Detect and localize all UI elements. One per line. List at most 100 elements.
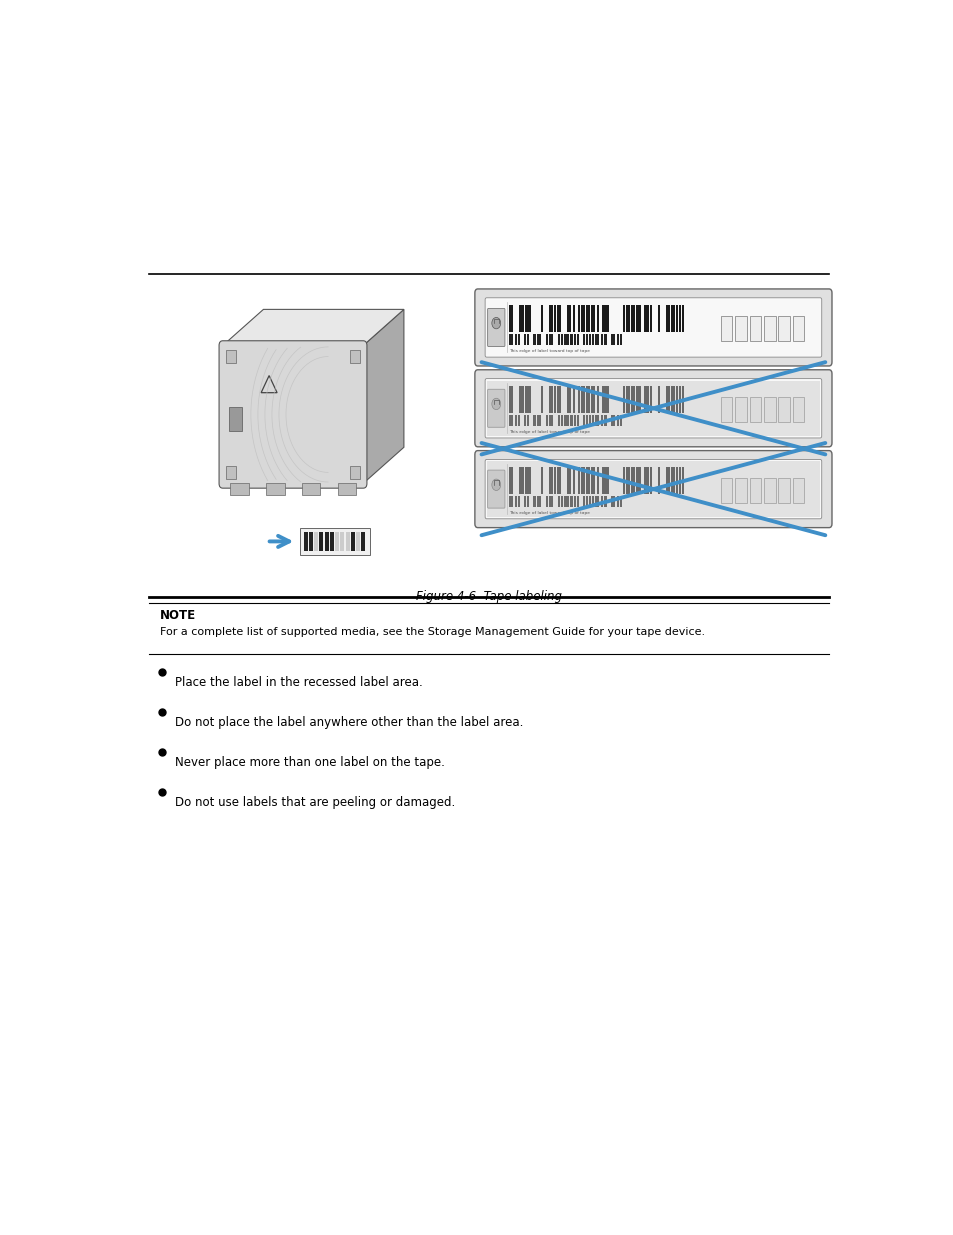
Bar — [619, 495, 621, 506]
Bar — [680, 305, 683, 332]
Bar — [625, 467, 629, 494]
Bar — [527, 305, 531, 332]
Bar — [680, 467, 683, 494]
Bar — [625, 305, 629, 332]
Bar — [580, 387, 584, 412]
Bar — [657, 305, 659, 332]
Text: This edge of label toward top of tape: This edge of label toward top of tape — [508, 430, 589, 433]
Bar — [523, 335, 526, 346]
Bar — [592, 415, 594, 426]
Bar — [515, 495, 517, 506]
Bar — [533, 495, 535, 506]
Bar — [508, 467, 510, 494]
FancyBboxPatch shape — [485, 379, 821, 438]
FancyBboxPatch shape — [485, 459, 821, 519]
Bar — [585, 467, 589, 494]
Circle shape — [492, 479, 500, 490]
Bar — [720, 478, 732, 503]
Bar — [554, 467, 556, 494]
Bar — [570, 415, 572, 426]
Bar — [545, 335, 547, 346]
Bar — [643, 387, 648, 412]
Bar — [523, 415, 526, 426]
Bar — [679, 387, 680, 412]
Bar — [582, 335, 584, 346]
Bar — [518, 387, 523, 412]
Bar — [778, 398, 789, 422]
Bar — [524, 305, 526, 332]
Bar — [486, 380, 820, 436]
Bar — [319, 532, 323, 551]
Bar — [515, 335, 517, 346]
Bar — [676, 305, 678, 332]
Bar — [622, 387, 624, 412]
Bar — [622, 467, 624, 494]
Bar — [679, 305, 680, 332]
Bar — [596, 467, 598, 494]
Text: For a complete list of supported media, see the Storage Management Guide for you: For a complete list of supported media, … — [160, 626, 704, 636]
Bar — [299, 529, 370, 555]
Bar — [536, 415, 540, 426]
Bar — [631, 467, 635, 494]
Bar — [595, 415, 598, 426]
Text: Never place more than one label on the tape.: Never place more than one label on the t… — [174, 756, 444, 769]
Text: Do not use labels that are peeling or damaged.: Do not use labels that are peeling or da… — [174, 795, 455, 809]
Bar — [600, 495, 603, 506]
Bar — [649, 387, 651, 412]
Bar — [676, 387, 678, 412]
Bar — [540, 387, 542, 412]
Bar — [229, 408, 242, 431]
Bar — [636, 387, 639, 412]
Bar — [763, 478, 775, 503]
Bar — [649, 467, 651, 494]
Bar — [643, 305, 648, 332]
Bar — [600, 335, 603, 346]
Bar — [592, 495, 594, 506]
Bar — [556, 467, 560, 494]
Bar — [657, 387, 659, 412]
Bar — [518, 305, 523, 332]
Bar — [676, 467, 678, 494]
Bar — [576, 415, 578, 426]
Bar — [345, 532, 349, 551]
Bar — [668, 305, 670, 332]
Bar — [230, 483, 249, 495]
FancyBboxPatch shape — [475, 369, 831, 447]
Bar — [350, 467, 359, 479]
Bar — [567, 467, 571, 494]
Bar — [665, 387, 667, 412]
Bar — [604, 387, 606, 412]
Bar — [527, 387, 531, 412]
Bar — [558, 415, 559, 426]
Text: This edge of label toward top of tape: This edge of label toward top of tape — [508, 511, 589, 515]
Bar — [578, 305, 579, 332]
Bar — [536, 335, 540, 346]
Bar — [592, 335, 594, 346]
Bar — [573, 495, 575, 506]
Bar — [545, 495, 547, 506]
Bar — [749, 398, 760, 422]
Text: Place the label in the recessed label area.: Place the label in the recessed label ar… — [174, 676, 422, 689]
Bar — [508, 387, 510, 412]
Bar — [585, 335, 587, 346]
Bar — [517, 495, 519, 506]
Bar — [567, 305, 571, 332]
Bar — [554, 305, 556, 332]
Bar — [302, 483, 320, 495]
Bar — [735, 398, 746, 422]
Bar — [558, 495, 559, 506]
Bar — [604, 335, 606, 346]
Bar — [560, 335, 563, 346]
Bar — [324, 532, 328, 551]
Bar — [631, 305, 635, 332]
Bar — [604, 305, 606, 332]
Bar — [720, 398, 732, 422]
Bar — [361, 532, 365, 551]
FancyBboxPatch shape — [219, 341, 367, 488]
Bar — [486, 462, 820, 517]
Bar — [670, 305, 675, 332]
Text: Do not place the label anywhere other than the label area.: Do not place the label anywhere other th… — [174, 716, 522, 729]
Bar — [649, 305, 651, 332]
Bar — [670, 387, 675, 412]
Bar — [560, 415, 563, 426]
